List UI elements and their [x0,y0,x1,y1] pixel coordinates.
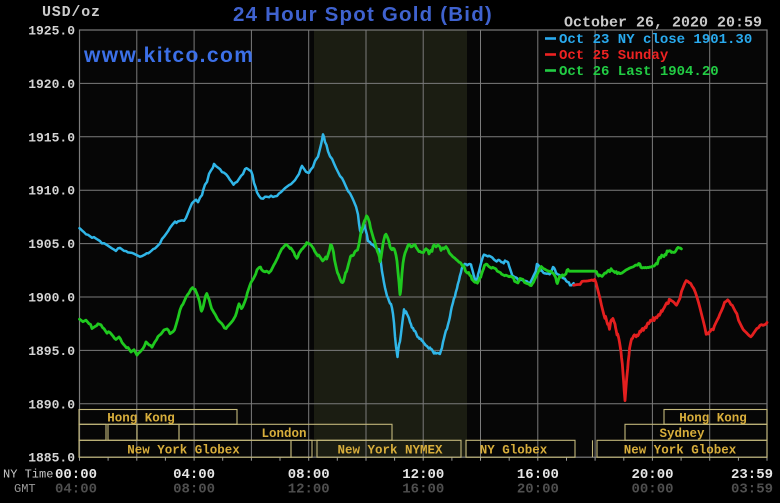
svg-text:1910.0: 1910.0 [28,184,75,199]
svg-text:Hong Kong: Hong Kong [107,412,175,426]
svg-text:1920.0: 1920.0 [28,77,75,92]
svg-text:00:00: 00:00 [55,467,97,483]
svg-text:Oct 23 NY close 1901.30: Oct 23 NY close 1901.30 [559,32,752,48]
svg-text:Oct 25 Sunday: Oct 25 Sunday [559,48,669,64]
svg-text:23:59: 23:59 [731,467,773,483]
svg-text:Hong Kong: Hong Kong [679,412,747,426]
svg-text:GMT: GMT [14,482,36,496]
svg-text:12:00: 12:00 [402,467,444,483]
svg-text:24 Hour Spot Gold (Bid): 24 Hour Spot Gold (Bid) [233,3,493,26]
svg-text:1925.0: 1925.0 [28,24,75,39]
svg-text:04:00: 04:00 [55,481,97,497]
svg-text:12:00: 12:00 [288,481,330,497]
svg-text:London: London [261,427,306,441]
svg-text:New York Globex: New York Globex [127,444,240,458]
svg-text:www.kitco.com: www.kitco.com [83,44,254,67]
svg-text:Oct 26 Last 1904.20: Oct 26 Last 1904.20 [559,64,719,80]
svg-text:04:00: 04:00 [173,467,215,483]
svg-text:1915.0: 1915.0 [28,130,75,145]
svg-text:00:00: 00:00 [631,481,673,497]
svg-text:New York NYMEX: New York NYMEX [337,444,443,458]
svg-text:NY Globex: NY Globex [480,444,548,458]
svg-text:16:00: 16:00 [517,467,559,483]
svg-text:Sydney: Sydney [659,427,705,441]
svg-text:03:59: 03:59 [731,481,773,497]
svg-text:USD/oz: USD/oz [42,4,101,21]
svg-text:October 26, 2020 20:59: October 26, 2020 20:59 [564,15,762,32]
svg-text:1890.0: 1890.0 [28,397,75,412]
svg-text:NY Time: NY Time [3,468,53,482]
svg-text:1895.0: 1895.0 [28,344,75,359]
svg-text:20:00: 20:00 [517,481,559,497]
svg-text:New York Globex: New York Globex [624,444,737,458]
svg-text:08:00: 08:00 [173,481,215,497]
svg-text:1905.0: 1905.0 [28,237,75,252]
svg-text:16:00: 16:00 [402,481,444,497]
svg-text:08:00: 08:00 [288,467,330,483]
svg-text:1900.0: 1900.0 [28,291,75,306]
svg-text:20:00: 20:00 [631,467,673,483]
svg-text:1885.0: 1885.0 [28,451,75,466]
